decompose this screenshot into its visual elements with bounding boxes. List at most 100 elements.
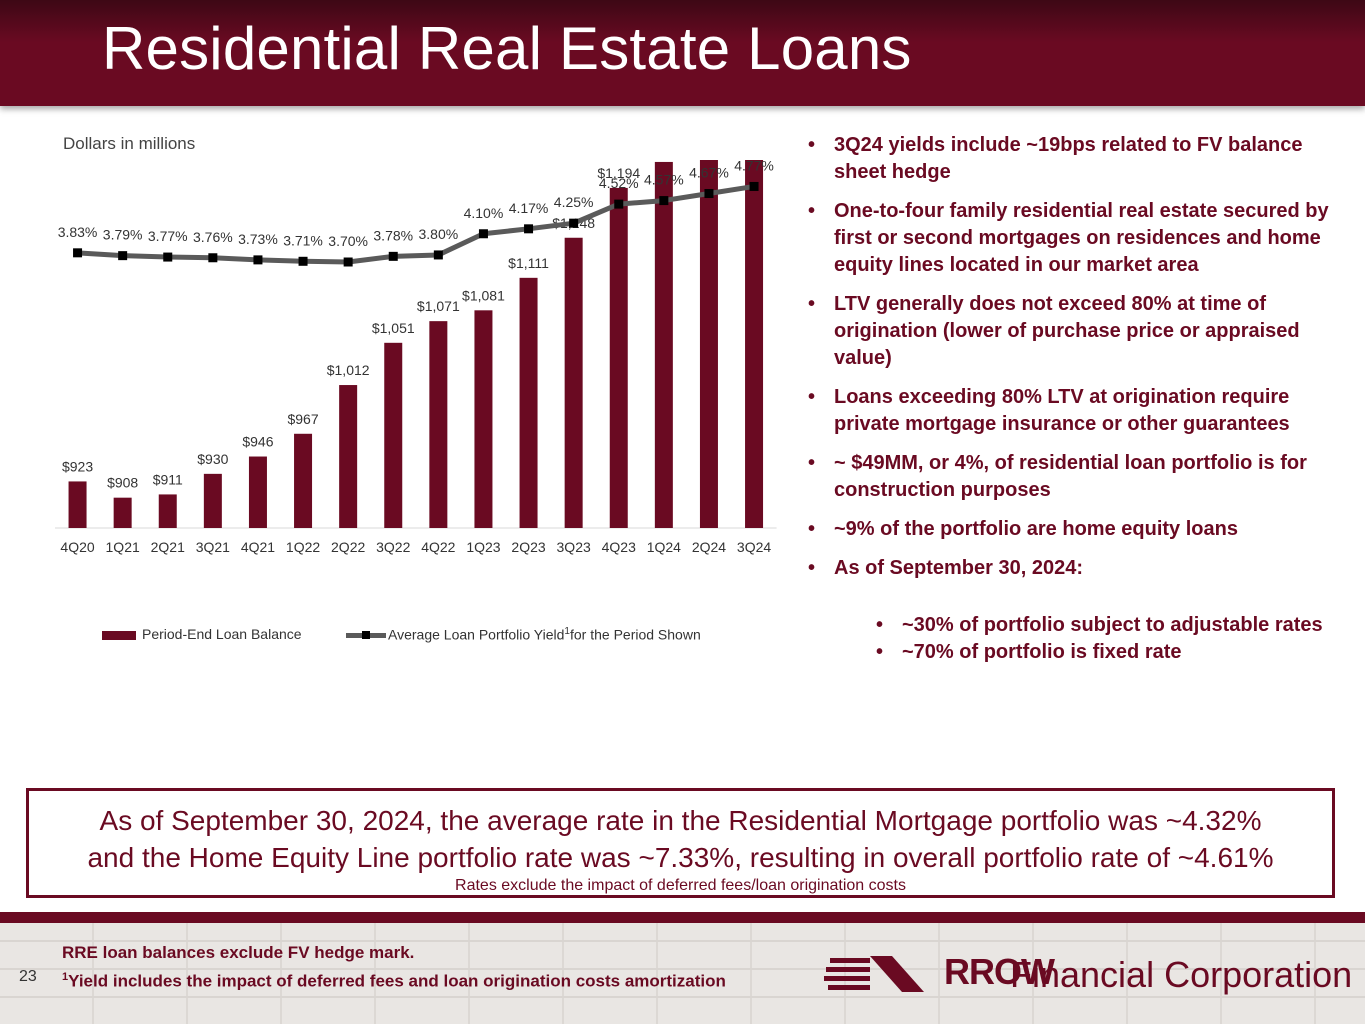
bar-value-label: $930 [197, 451, 228, 467]
yield-value-label: 4.67% [689, 165, 729, 181]
footnote-marker: 1 [62, 971, 69, 983]
bar-period-end-balance [654, 161, 673, 529]
yield-point [253, 255, 263, 265]
logo-wordmark: Financial Corporation [1010, 954, 1353, 995]
yield-value-label: 3.83% [58, 224, 98, 240]
bar-value-label: $908 [107, 475, 138, 491]
bullet-item: ~9% of the portfolio are home equity loa… [806, 516, 1346, 543]
yield-point [298, 256, 308, 266]
x-tick-label: 2Q23 [511, 539, 545, 555]
yield-value-label: 4.77% [734, 160, 774, 173]
x-tick-label: 4Q23 [602, 539, 636, 555]
bar-period-end-balance [384, 342, 403, 528]
yield-value-label: 3.78% [373, 227, 413, 243]
x-tick-label: 4Q20 [60, 539, 94, 555]
yield-value-label: 3.77% [148, 228, 188, 244]
sub-bullet-item: ~30% of portfolio subject to adjustable … [874, 612, 1346, 639]
yield-line [77, 183, 755, 265]
footnote-hedge: RRE loan balances exclude FV hedge mark. [62, 943, 415, 962]
x-tick-label: 1Q22 [286, 539, 320, 555]
yield-point [118, 251, 128, 261]
yield-point [163, 252, 173, 262]
bar-period-end-balance [68, 481, 87, 528]
yield-point [208, 253, 218, 263]
bar-period-end-balance [564, 237, 583, 529]
yield-value-label: 3.80% [418, 226, 458, 242]
yield-value-label: 3.79% [103, 227, 143, 243]
bar-period-end-balance [294, 433, 313, 528]
bullet-item: One-to-four family residential real esta… [806, 198, 1346, 279]
callout-line-2: and the Home Equity Line portfolio rate … [87, 842, 1274, 873]
bar-period-end-balance [248, 456, 267, 528]
legend-item-balance: Period-End Loan Balance [102, 626, 302, 642]
bar-period-end-balance [519, 277, 538, 528]
yield-point [704, 189, 714, 199]
bar-value-label: $1,012 [327, 362, 370, 378]
footer-band [0, 912, 1365, 1024]
x-tick-label: 3Q21 [196, 539, 230, 555]
bar-period-end-balance [429, 321, 448, 528]
bar-period-end-balance [474, 310, 493, 528]
x-tick-label: 2Q24 [692, 539, 726, 555]
x-tick-label: 1Q23 [466, 539, 500, 555]
yield-point [749, 181, 759, 191]
yield-point [343, 257, 353, 267]
yield-value-label: 3.73% [238, 231, 278, 247]
yield-point [614, 199, 624, 209]
callout-text: As of September 30, 2024, the average ra… [29, 802, 1332, 876]
sub-bullet-list: ~30% of portfolio subject to adjustable … [806, 612, 1346, 666]
bar-value-label: $911 [153, 471, 183, 487]
bar-period-end-balance [113, 497, 132, 528]
yield-point [478, 229, 488, 239]
yield-value-label: 4.25% [554, 194, 594, 210]
footnote-yield: 1Yield includes the impact of deferred f… [62, 965, 726, 994]
bar-period-end-balance [158, 494, 177, 528]
yield-point [433, 250, 443, 260]
yield-point [659, 196, 669, 206]
yield-value-label: 3.70% [328, 233, 368, 249]
bar-period-end-balance [699, 160, 718, 528]
yield-value-label: 4.10% [464, 205, 504, 221]
x-tick-label: 2Q21 [151, 539, 185, 555]
bar-value-label: $1,051 [372, 320, 415, 336]
yield-point [388, 251, 398, 261]
bar-period-end-balance [745, 160, 764, 529]
bullet-item: LTV generally does not exceed 80% at tim… [806, 291, 1346, 372]
legend-line-label-post: for the Period Shown [569, 626, 701, 643]
legend-line-footnote: 1 [564, 626, 570, 637]
logo-wordmark-bold: RROW [944, 951, 1055, 992]
yield-point [569, 218, 579, 228]
footnote-yield-text: Yield includes the impact of deferred fe… [68, 971, 726, 991]
legend-item-yield: Average Loan Portfolio Yield1for the Per… [346, 626, 701, 643]
chart-units-label: Dollars in millions [63, 134, 196, 153]
legend-line-swatch [346, 631, 386, 640]
x-tick-label: 4Q21 [241, 539, 275, 555]
key-points: 3Q24 yields include ~19bps related to FV… [806, 132, 1346, 666]
yield-value-label: 3.71% [283, 232, 323, 248]
bullet-item: ~ $49MM, or 4%, of residential loan port… [806, 450, 1346, 504]
loan-balance-yield-chart: $923$908 $911$930$946$967$1,012$1,051$1,0… [55, 160, 777, 555]
bullet-item: Loans exceeding 80% LTV at origination r… [806, 384, 1346, 438]
legend-bar-label: Period-End Loan Balance [142, 626, 302, 642]
yield-value-label: 4.52% [599, 175, 639, 191]
callout-subtext: Rates exclude the impact of deferred fee… [455, 877, 906, 894]
x-tick-label: 3Q22 [376, 539, 410, 555]
bar-value-label: $1,071 [417, 298, 460, 314]
bar-value-label: $946 [242, 434, 273, 450]
bar-value-label: $1,194 [597, 165, 640, 181]
bar-value-label: $1,111 [508, 255, 549, 271]
title-bar: Residential Real Estate Loans [0, 0, 1365, 106]
x-tick-label: 4Q22 [421, 539, 455, 555]
arrow-logo-icon [824, 956, 924, 992]
bar-period-end-balance [339, 385, 358, 528]
footnotes: RRE loan balances exclude FV hedge mark.… [62, 940, 726, 994]
sub-bullet-item: ~70% of portfolio is fixed rate [874, 639, 1346, 666]
yield-value-label: 3.76% [193, 229, 233, 245]
x-tick-label: 3Q23 [557, 539, 591, 555]
bar-value-label: $967 [287, 411, 318, 427]
page-title: Residential Real Estate Loans [102, 15, 912, 82]
bar-period-end-balance [609, 187, 628, 529]
bar-period-end-balance [203, 473, 222, 528]
yield-point [524, 224, 534, 234]
bar-value-label: $1,081 [462, 287, 505, 303]
